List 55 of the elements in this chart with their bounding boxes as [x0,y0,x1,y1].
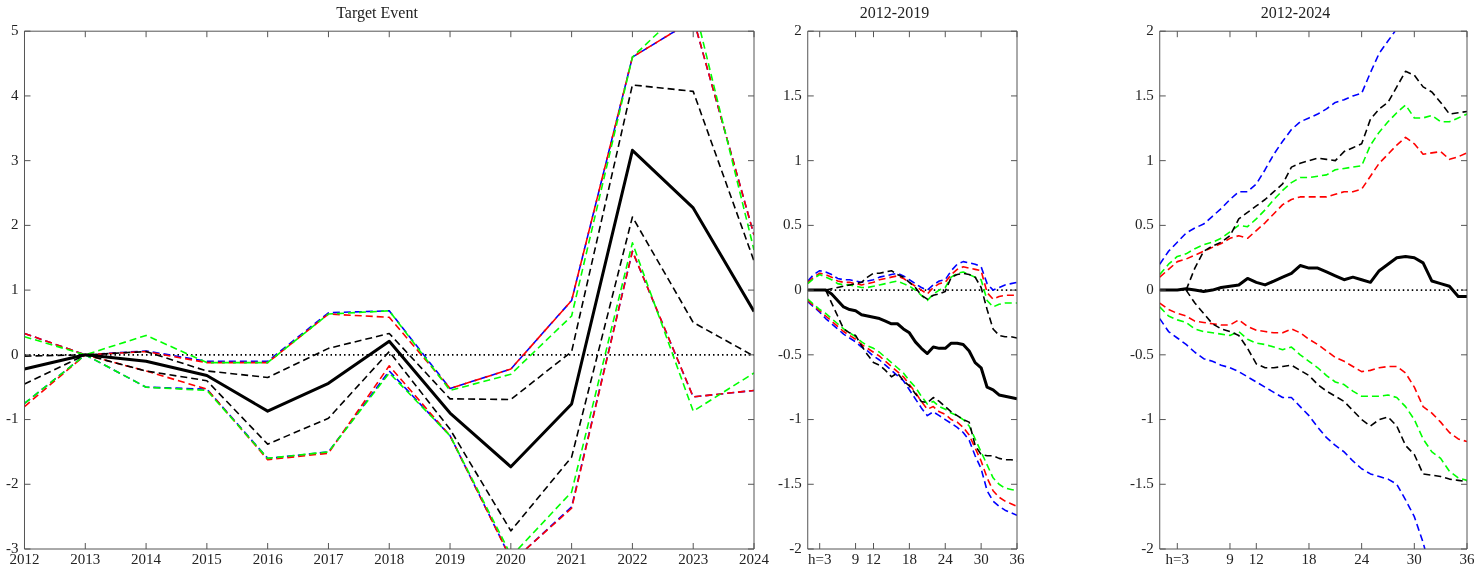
x-tick-label: 2019 [435,550,466,567]
y-tick-label: 1.5 [1135,86,1154,103]
chart-title: Target Event [336,3,419,22]
y-tick-label: 2 [794,22,802,39]
y-tick-label: -0.5 [778,345,802,362]
y-tick-label: -0.5 [1130,345,1154,362]
y-tick-label: 1 [1146,151,1154,168]
y-tick-label: 2 [1146,22,1154,39]
x-tick-label: 12 [1248,550,1264,567]
y-tick-label: -1 [789,410,802,427]
y-tick-label: -1.5 [1130,475,1154,492]
x-tick-label: 24 [1354,550,1370,567]
y-tick-label: 2 [11,216,19,233]
chart-title: 2012-2024 [1260,3,1331,21]
y-tick-label: 4 [11,86,19,103]
x-tick-label: 36 [1009,550,1025,567]
y-tick-label: 1 [794,151,802,168]
x-tick-label: 2016 [252,550,284,567]
y-tick-label: -2 [1141,539,1154,556]
x-tick-label: 2015 [191,550,222,567]
y-tick-label: 0 [794,281,802,298]
x-tick-label: 2014 [131,550,162,567]
x-tick-label: 2020 [495,550,526,567]
x-tick-label: 2023 [678,550,709,567]
y-tick-label: 0.5 [1135,216,1154,233]
y-tick-label: 3 [11,151,19,168]
x-tick-label: 9 [851,550,860,567]
y-tick-label: -1 [6,410,19,427]
x-tick-label: 18 [1301,550,1317,567]
x-tick-label: 2024 [739,550,770,567]
x-tick-label: 24 [937,550,954,567]
y-tick-label: -1 [1141,410,1154,427]
x-tick-label: 2021 [556,550,587,567]
x-tick-label: 2017 [313,550,344,567]
x-tick-label: 18 [901,550,917,567]
x-tick-label: 30 [1406,550,1422,567]
y-tick-label: 0.5 [783,216,802,233]
y-tick-label: -1.5 [778,475,802,492]
y-tick-label: 1.5 [783,86,802,103]
x-tick-label: h=3 [1165,550,1190,567]
x-tick-label: 2013 [70,550,101,567]
x-tick-label: 2022 [617,550,648,567]
x-tick-label: 2018 [374,550,405,567]
x-tick-label: 30 [973,550,989,567]
y-tick-label: 1 [11,281,19,298]
y-tick-label: 0 [11,345,19,362]
y-tick-label: -2 [789,539,802,556]
y-tick-label: -2 [6,475,19,492]
x-tick-label: 36 [1459,550,1475,567]
x-tick-label: 12 [866,550,882,567]
y-tick-label: 0 [1146,281,1154,298]
chart-title: 2012-2019 [859,3,930,21]
y-tick-label: 5 [11,22,19,39]
x-tick-label: 9 [1226,550,1234,567]
x-tick-label: h=3 [807,550,832,567]
